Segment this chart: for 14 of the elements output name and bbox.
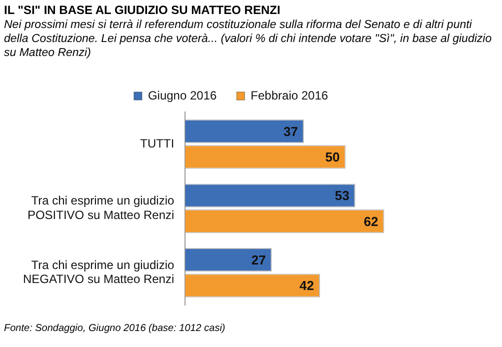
y-tick-label: TUTTI xyxy=(140,136,174,150)
data-label: 27 xyxy=(251,252,266,268)
y-tick-label: Tra chi esprime un giudizio NEGATIVO su Matteo Renzi xyxy=(22,258,174,286)
data-label: 42 xyxy=(300,278,314,294)
chart-title: IL "SI" IN BASE AL GIUDIZIO SU MATTEO RENZI xyxy=(4,3,280,17)
data-label: 62 xyxy=(364,214,378,229)
data-label: 53 xyxy=(334,188,350,204)
data-label: 50 xyxy=(325,150,340,165)
source-note: Fonte: Sondaggio, Giugno 2016 (base: 1012 casi) xyxy=(4,323,226,334)
legend-label: Febbraio 2016 xyxy=(250,88,328,102)
legend-label: Giugno 2016 xyxy=(148,88,217,102)
chart-subtitle: Nei prossimi mesi si terrà il referendum costituzionale sulla riforma del Senato e di altri punti della Costituzione. Lei pensa che voterà... (valori % di chi intende votare "Sì", in base al giudizio su Matteo Renzi) xyxy=(4,18,493,60)
data-label: 37 xyxy=(283,124,298,139)
y-tick-label: Tra chi esprime un giudizio POSITIVO su Matteo Renzi xyxy=(27,194,174,222)
